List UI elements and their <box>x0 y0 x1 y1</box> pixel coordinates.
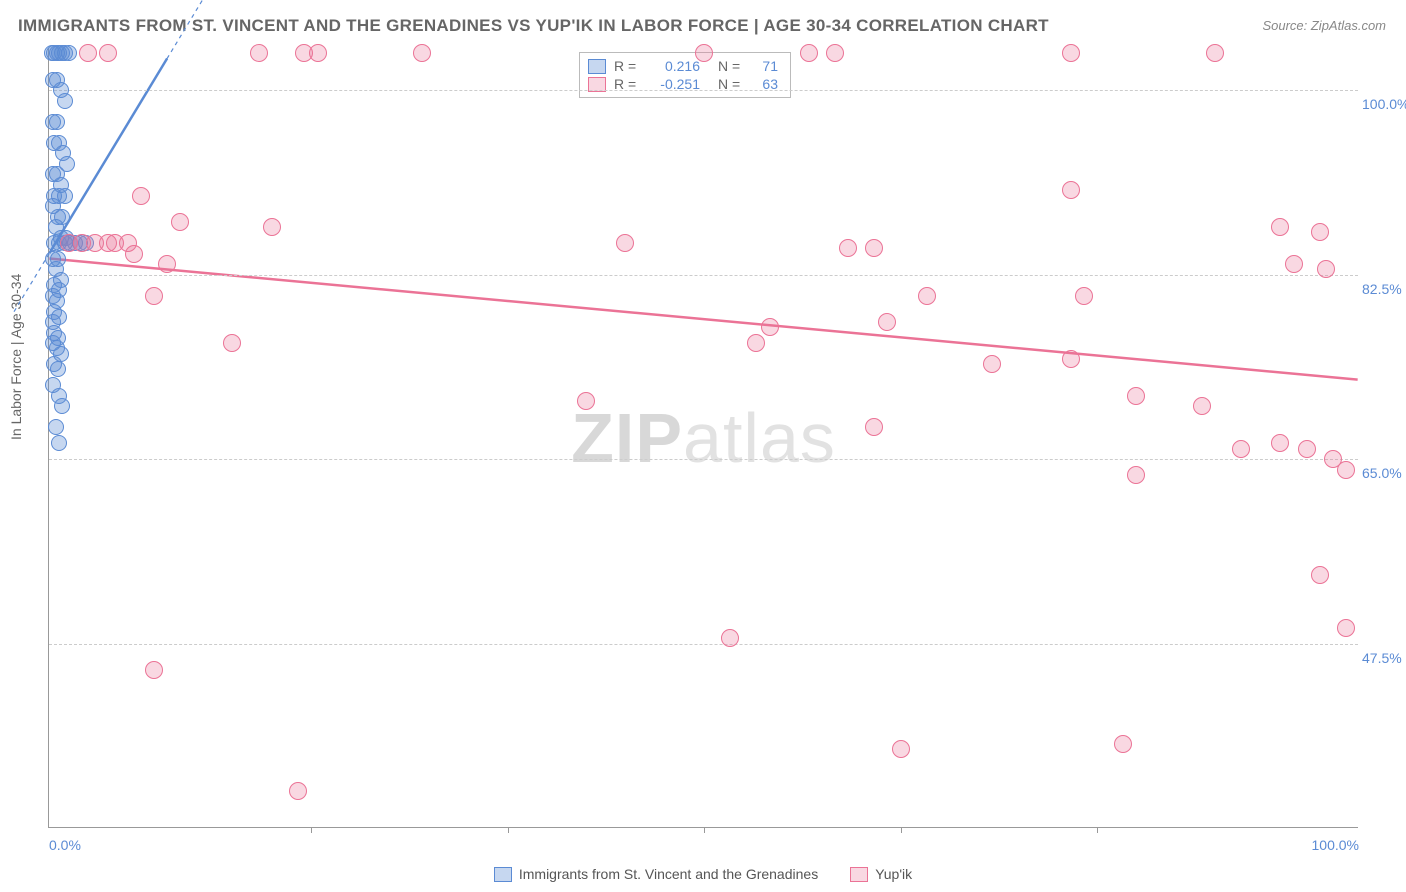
scatter-point <box>51 435 67 451</box>
trend-line <box>49 259 1357 380</box>
x-tick-label: 100.0% <box>1312 837 1359 853</box>
scatter-point <box>1271 434 1289 452</box>
scatter-point <box>1317 260 1335 278</box>
scatter-point <box>1062 44 1080 62</box>
trend-lines-svg <box>49 48 1358 827</box>
y-tick-label: 65.0% <box>1362 465 1406 481</box>
r-value: 0.216 <box>646 58 700 74</box>
gridline-horizontal <box>49 644 1358 645</box>
scatter-point <box>309 44 327 62</box>
scatter-point <box>878 313 896 331</box>
scatter-point <box>577 392 595 410</box>
legend-swatch <box>588 59 606 74</box>
scatter-point <box>413 44 431 62</box>
scatter-point <box>289 782 307 800</box>
scatter-point <box>721 629 739 647</box>
scatter-point <box>61 45 77 61</box>
gridline-horizontal <box>49 90 1358 91</box>
x-minor-tick <box>311 827 312 833</box>
scatter-point <box>79 44 97 62</box>
scatter-point <box>145 287 163 305</box>
gridline-horizontal <box>49 459 1358 460</box>
scatter-point <box>171 213 189 231</box>
scatter-point <box>50 361 66 377</box>
scatter-point <box>1127 466 1145 484</box>
scatter-point <box>826 44 844 62</box>
legend-item: Yup'ik <box>850 866 912 882</box>
x-minor-tick <box>901 827 902 833</box>
scatter-point <box>125 245 143 263</box>
scatter-point <box>983 355 1001 373</box>
scatter-point <box>839 239 857 257</box>
scatter-point <box>49 114 65 130</box>
scatter-point <box>1062 350 1080 368</box>
scatter-point <box>1298 440 1316 458</box>
scatter-point <box>1075 287 1093 305</box>
scatter-point <box>263 218 281 236</box>
scatter-point <box>918 287 936 305</box>
scatter-point <box>158 255 176 273</box>
scatter-point <box>57 93 73 109</box>
x-minor-tick <box>704 827 705 833</box>
scatter-point <box>48 419 64 435</box>
y-tick-label: 100.0% <box>1362 96 1406 112</box>
y-axis-label: In Labor Force | Age 30-34 <box>8 274 24 440</box>
x-minor-tick <box>1097 827 1098 833</box>
legend-label: Yup'ik <box>875 866 912 882</box>
scatter-point <box>1337 461 1355 479</box>
scatter-point <box>1271 218 1289 236</box>
scatter-point <box>250 44 268 62</box>
source-attribution: Source: ZipAtlas.com <box>1262 18 1386 33</box>
scatter-point <box>1232 440 1250 458</box>
legend-label: Immigrants from St. Vincent and the Gren… <box>519 866 818 882</box>
n-label: N = <box>718 58 742 74</box>
scatter-point <box>132 187 150 205</box>
scatter-point <box>1311 566 1329 584</box>
scatter-point <box>616 234 634 252</box>
scatter-point <box>695 44 713 62</box>
scatter-point <box>761 318 779 336</box>
y-tick-label: 47.5% <box>1362 650 1406 666</box>
x-minor-tick <box>508 827 509 833</box>
scatter-point <box>747 334 765 352</box>
scatter-point <box>1127 387 1145 405</box>
chart-title: IMMIGRANTS FROM ST. VINCENT AND THE GREN… <box>18 16 1049 36</box>
legend-item: Immigrants from St. Vincent and the Gren… <box>494 866 818 882</box>
gridline-horizontal <box>49 275 1358 276</box>
r-label: R = <box>614 58 638 74</box>
scatter-point <box>865 239 883 257</box>
x-tick-label: 0.0% <box>49 837 81 853</box>
scatter-point <box>223 334 241 352</box>
scatter-point <box>892 740 910 758</box>
legend-swatch <box>850 867 868 882</box>
scatter-plot-area: ZIPatlas R =0.216N =71R =-0.251N =63 100… <box>48 48 1358 828</box>
y-tick-label: 82.5% <box>1362 281 1406 297</box>
scatter-point <box>1193 397 1211 415</box>
watermark: ZIPatlas <box>571 398 836 478</box>
scatter-point <box>800 44 818 62</box>
scatter-point <box>1206 44 1224 62</box>
stats-row: R = 0.216 N = 71 <box>588 57 778 75</box>
scatter-point <box>99 44 117 62</box>
scatter-point <box>1062 181 1080 199</box>
legend-swatch <box>494 867 512 882</box>
scatter-point <box>54 398 70 414</box>
scatter-point <box>145 661 163 679</box>
scatter-point <box>865 418 883 436</box>
scatter-point <box>1114 735 1132 753</box>
scatter-point <box>1311 223 1329 241</box>
scatter-point <box>1285 255 1303 273</box>
scatter-point <box>1337 619 1355 637</box>
n-value: 71 <box>750 58 778 74</box>
series-legend: Immigrants from St. Vincent and the Gren… <box>0 866 1406 882</box>
